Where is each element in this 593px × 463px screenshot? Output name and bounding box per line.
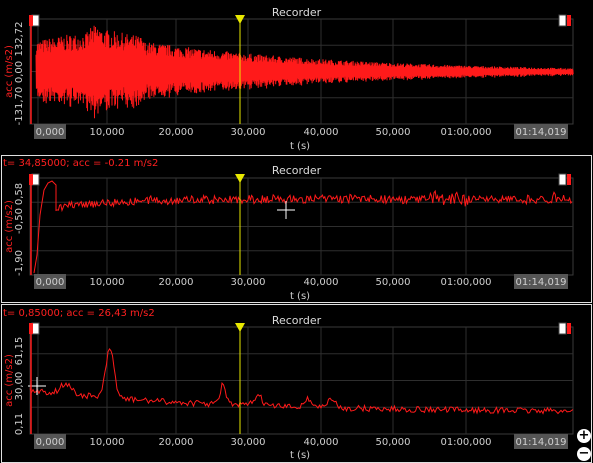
range-start-marker <box>31 322 40 335</box>
time-cursor-marker <box>235 323 245 332</box>
x-tick-label: 0,000 <box>36 437 65 448</box>
x-tick-label: 10,000 <box>90 127 125 138</box>
x-tick-label: 20,000 <box>159 277 194 288</box>
x-tick-label: 20,000 <box>159 127 194 138</box>
range-end-tab <box>567 323 571 334</box>
range-end-tab <box>567 15 571 26</box>
x-tick-box <box>34 124 66 139</box>
zoom-in-button[interactable]: + <box>577 428 591 443</box>
signal-trace <box>33 180 573 274</box>
x-tick-label: 01:14,019 <box>515 127 566 138</box>
x-tick-label: 01:00,000 <box>440 437 491 448</box>
recorder-chart-2[interactable]: 0,000 10,000 20,000 30,000 40,000 50,000 01:00… <box>0 155 593 303</box>
signal-trace <box>29 347 574 415</box>
y-tick-label: -131,70 <box>14 87 25 126</box>
x-tick-box <box>34 434 66 449</box>
range-end-tab <box>567 174 571 185</box>
x-tick-label: 40,000 <box>304 277 339 288</box>
y-tick-label: 0,11 <box>14 413 25 435</box>
panel-title: Recorder <box>271 6 322 19</box>
x-tick-box <box>514 274 568 289</box>
x-tick-box <box>514 124 568 139</box>
x-tick-label: 30,000 <box>231 437 266 448</box>
zoom-out-button[interactable]: − <box>577 446 591 461</box>
y-tick-label: 132,72 <box>14 22 25 57</box>
time-cursor-marker <box>235 15 245 24</box>
x-axis-label: t (s) <box>290 291 310 302</box>
x-tick-label: 40,000 <box>304 437 339 448</box>
x-tick-label: 50,000 <box>376 277 411 288</box>
x-tick-box <box>34 274 66 289</box>
x-tick-box <box>514 434 568 449</box>
x-tick-label: 40,000 <box>304 127 339 138</box>
y-tick-label: 0,58 <box>14 183 25 205</box>
x-tick-label: 50,000 <box>376 127 411 138</box>
range-end-marker <box>558 14 567 27</box>
y-tick-label: 0,00 <box>14 61 25 83</box>
y-tick-label: 30,00 <box>14 372 25 401</box>
range-end-marker <box>558 322 567 335</box>
y-tick-label: -1,90 <box>14 250 25 276</box>
y-axis-label: acc (m/s2) <box>4 354 15 407</box>
cursor-readout: t= 34,85000; acc = -0.21 m/s2 <box>3 158 159 169</box>
x-tick-label: 10,000 <box>90 277 125 288</box>
signal-trace <box>35 25 574 119</box>
recorder-chart-3[interactable]: 0,000 10,000 20,000 30,000 40,000 50,000 01:00… <box>0 304 593 463</box>
range-end-marker <box>558 173 567 186</box>
x-tick-label: 50,000 <box>376 437 411 448</box>
x-tick-label: 10,000 <box>90 437 125 448</box>
x-tick-label: 30,000 <box>231 127 266 138</box>
x-tick-label: 01:00,000 <box>440 127 491 138</box>
recorder-panel-3[interactable]: t= 0,85000; acc = 26,43 m/s2 Recorder 0,… <box>0 304 593 463</box>
range-start-marker <box>31 173 40 186</box>
y-axis-label: acc (m/s2) <box>4 200 15 253</box>
x-axis-label: t (s) <box>290 450 310 461</box>
recorder-chart-1[interactable]: 0,000 10,000 20,000 30,000 40,000 50,000 01:00… <box>0 0 593 154</box>
y-tick-label: 61,15 <box>14 337 25 366</box>
x-tick-label: 01:14,019 <box>515 277 566 288</box>
x-tick-label: 0,000 <box>36 127 65 138</box>
cursor-readout: t= 0,85000; acc = 26,43 m/s2 <box>3 308 155 319</box>
x-tick-label: 20,000 <box>159 437 194 448</box>
x-tick-label: 01:14,019 <box>515 437 566 448</box>
time-cursor-marker <box>235 174 245 183</box>
recorder-panel-1[interactable]: Recorder 0,000 10,000 20,000 30,000 40,000 50… <box>0 0 593 154</box>
panel-title: Recorder <box>271 314 322 327</box>
range-start-marker <box>31 14 40 27</box>
x-tick-label: 01:00,000 <box>440 277 491 288</box>
x-tick-label: 30,000 <box>231 277 266 288</box>
x-axis-label: t (s) <box>290 141 310 152</box>
x-tick-label: 0,000 <box>36 277 65 288</box>
recorder-panel-2[interactable]: t= 34,85000; acc = -0.21 m/s2 Recorder 0… <box>0 155 593 303</box>
y-tick-label: -0,50 <box>14 208 25 234</box>
panel-title: Recorder <box>271 164 322 177</box>
y-axis-label: acc (m/s2) <box>4 45 15 98</box>
